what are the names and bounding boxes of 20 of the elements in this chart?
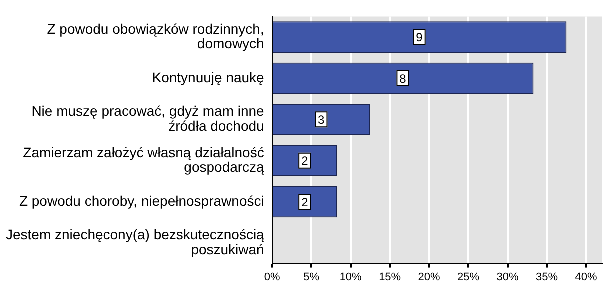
y-tick-label: Z powodu choroby, niepełnosprawności <box>19 192 264 209</box>
x-tick-label: 5% <box>304 271 320 284</box>
x-tick-label: 0% <box>264 271 281 284</box>
annotation: 9 <box>416 30 424 45</box>
x-tick-label: 30% <box>496 271 520 284</box>
x-tick-label: 35% <box>536 271 558 284</box>
x-tick-label: 25% <box>458 271 480 284</box>
annotation: 2 <box>302 195 309 210</box>
x-tick-label: 20% <box>418 271 441 284</box>
x-tick-label: 10% <box>340 271 362 284</box>
y-tick-label: Nie muszę pracować, gdyż mam inne źródła dochodu <box>32 103 265 134</box>
y-tick-label: Zamierzam założyć własną działalność gospodarczą <box>23 144 265 176</box>
y-tick-label: Jestem zniechęcony(a) bezskutecznością poszukiwań <box>6 226 265 258</box>
x-tick-label: 15% <box>379 271 402 284</box>
annotation: 2 <box>302 154 309 168</box>
y-tick-label: Z powodu obowiązków rodzinnych, domowych <box>47 20 264 52</box>
annotation: 3 <box>318 112 326 127</box>
x-tick-label: 40% <box>575 271 598 284</box>
annotation: 8 <box>400 72 407 86</box>
y-tick-label: Kontynuuję naukę <box>152 69 265 86</box>
